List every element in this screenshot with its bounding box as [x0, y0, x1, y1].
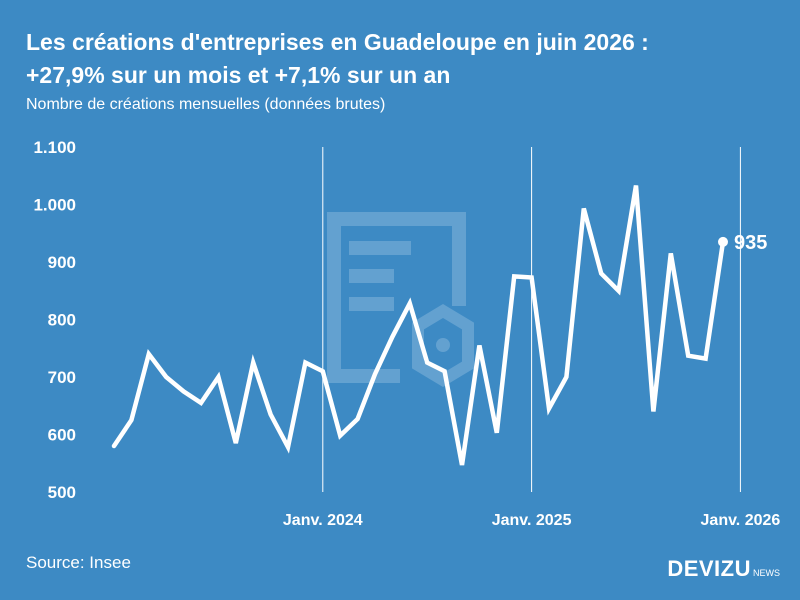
data-point — [443, 369, 447, 373]
series-line — [111, 185, 726, 466]
data-point — [686, 354, 690, 358]
data-point — [303, 361, 307, 365]
data-point — [564, 375, 568, 379]
devizu-logo: DEVIZU NEWS — [667, 556, 780, 582]
title-line-2: +27,9% sur un mois et +7,1% sur un an — [26, 62, 451, 88]
data-point — [617, 289, 621, 293]
data-point — [599, 272, 603, 276]
data-point — [112, 444, 116, 448]
data-point — [547, 407, 551, 411]
data-point — [164, 375, 168, 379]
data-point — [390, 335, 394, 339]
chart-subtitle: Nombre de créations mensuelles (données … — [26, 96, 386, 113]
y-tick-label: 1.000 — [33, 196, 76, 215]
data-point — [460, 463, 464, 467]
logo-subtext: NEWS — [753, 568, 780, 578]
logo-wordmark: DEVIZU — [667, 556, 751, 581]
data-point — [634, 184, 638, 188]
data-point — [373, 372, 377, 376]
data-point — [669, 251, 673, 255]
title-line-1: Les créations d'entreprises en Guadeloup… — [26, 29, 649, 55]
end-value-label: 935 — [734, 232, 767, 254]
document-gear-icon — [327, 212, 474, 387]
data-point — [234, 441, 238, 445]
data-point — [356, 417, 360, 421]
y-tick-label: 1.100 — [33, 138, 76, 157]
data-point — [199, 401, 203, 405]
x-tick-label: Janv. 2024 — [283, 512, 363, 529]
data-point — [286, 445, 290, 449]
x-tick-label: Janv. 2026 — [701, 512, 781, 529]
y-tick-label: 700 — [48, 368, 76, 387]
data-point — [269, 412, 273, 416]
data-point — [495, 431, 499, 435]
data-point — [530, 276, 534, 280]
data-point — [216, 375, 220, 379]
data-point — [582, 207, 586, 211]
data-point — [408, 301, 412, 305]
data-point — [477, 343, 481, 347]
data-point — [338, 434, 342, 438]
y-tick-label: 600 — [48, 426, 76, 445]
data-point — [129, 418, 133, 422]
y-tick-label: 500 — [48, 483, 76, 502]
y-tick-label: 800 — [48, 311, 76, 330]
data-point — [147, 352, 151, 356]
data-point — [704, 357, 708, 361]
data-point — [651, 410, 655, 414]
data-point — [425, 361, 429, 365]
end-point-marker — [718, 236, 728, 247]
data-point — [182, 389, 186, 393]
data-point — [251, 361, 255, 365]
chart-title: Les créations d'entreprises en Guadeloup… — [26, 26, 786, 92]
y-tick-label: 900 — [48, 253, 76, 272]
data-point — [321, 369, 325, 373]
x-tick-label: Janv. 2025 — [492, 512, 572, 529]
data-point — [512, 274, 516, 278]
source-label: Source: Insee — [26, 553, 131, 572]
